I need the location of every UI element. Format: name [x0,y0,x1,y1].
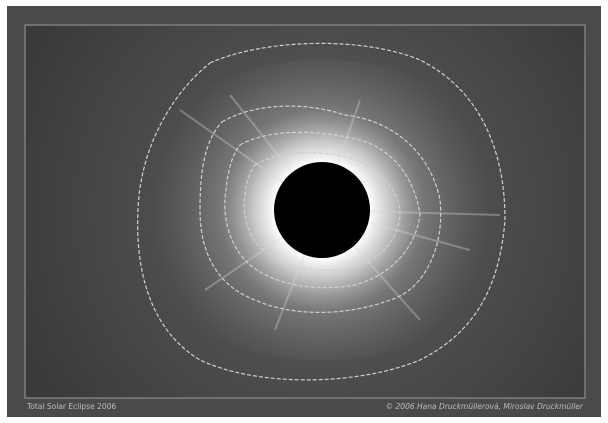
moon-disk [274,162,370,258]
contours [137,42,506,381]
caption-right: © 2006 Hana Druckmüllerová, Miroslav Dru… [385,402,583,411]
caption-left: Total Solar Eclipse 2006 [27,402,117,411]
